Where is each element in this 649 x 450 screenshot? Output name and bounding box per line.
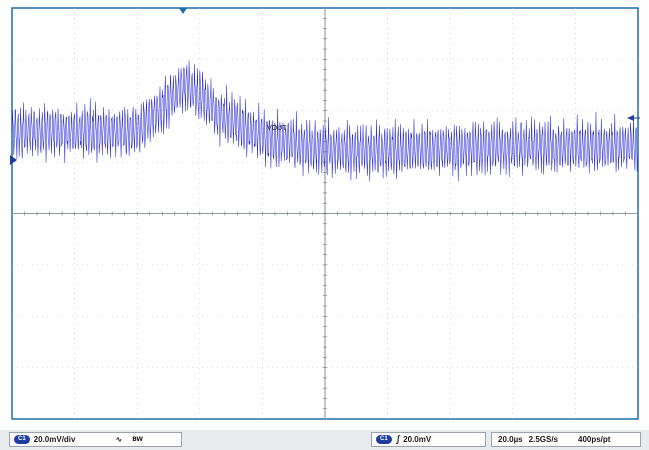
trigger-position-marker[interactable]	[179, 8, 187, 14]
trigger-channel-badge: C1	[376, 435, 392, 444]
trigger-level-marker[interactable]	[627, 115, 640, 121]
rising-edge-icon: ∫	[395, 434, 402, 445]
sample-rate: 2.5GS/s	[528, 435, 558, 444]
record-resolution: 400ps/pt	[578, 435, 611, 444]
graticule	[11, 7, 639, 420]
waveform-display: VOUT	[10, 7, 640, 420]
channel-badge: C1	[14, 435, 30, 444]
volts-per-div: 20.0mV/div	[33, 435, 76, 444]
horizontal-settings-box[interactable]: 20.0µs 2.5GS/s 400ps/pt	[491, 432, 641, 447]
status-bar: C1 20.0mV/div ∿ BW C1 ∫ 20.0mV 20.0µs 2.…	[0, 430, 649, 450]
bandwidth-limit-icon: BW	[132, 436, 144, 443]
channel-ground-marker[interactable]	[10, 155, 17, 165]
timebase: 20.0µs	[498, 435, 523, 444]
trigger-level: 20.0mV	[403, 435, 432, 444]
channel-settings-box[interactable]: C1 20.0mV/div ∿ BW	[9, 432, 182, 447]
series-label-vout: VOUT	[267, 125, 287, 132]
ac-coupling-icon: ∿	[115, 435, 123, 444]
vout-trace	[11, 60, 639, 182]
trace-layer	[11, 60, 639, 182]
trigger-settings-box[interactable]: C1 ∫ 20.0mV	[371, 432, 486, 447]
